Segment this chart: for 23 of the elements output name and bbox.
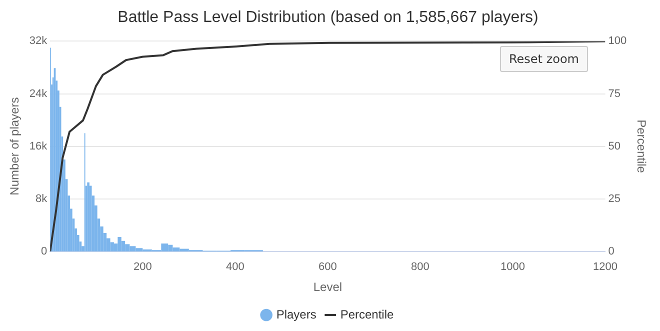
x-tick-label: 600 [318,261,337,274]
legend-label: Players [276,307,316,322]
y-tick-label: 16k [29,140,48,152]
y2-tick-label: 50 [608,140,620,152]
y2-tick-label: 100 [608,35,627,48]
y-tick-label: 0 [41,245,48,258]
y2-tick-label: 0 [608,245,614,258]
y2-axis-title: Percentile [634,120,648,174]
x-tick-label: 800 [411,261,430,274]
y-tick-label: 32k [29,35,48,48]
x-tick-label: 400 [226,261,244,274]
y-axis-title: Number of players [8,97,22,196]
legend-label: Percentile [340,307,394,322]
y-tick-label: 8k [36,192,48,205]
x-tick-label: 200 [133,261,152,274]
y2-tick-label: 75 [608,88,620,100]
y2-tick-label: 25 [608,192,620,205]
x-tick-label: 1000 [500,261,525,274]
chart-title: Battle Pass Level Distribution (based on 1,585,667 players) [118,9,538,26]
x-axis-title: Level [313,280,342,294]
x-tick-label: 1200 [593,261,618,274]
y-tick-label: 24k [29,88,48,100]
reset-zoom-button: Reset zoom [500,46,588,72]
